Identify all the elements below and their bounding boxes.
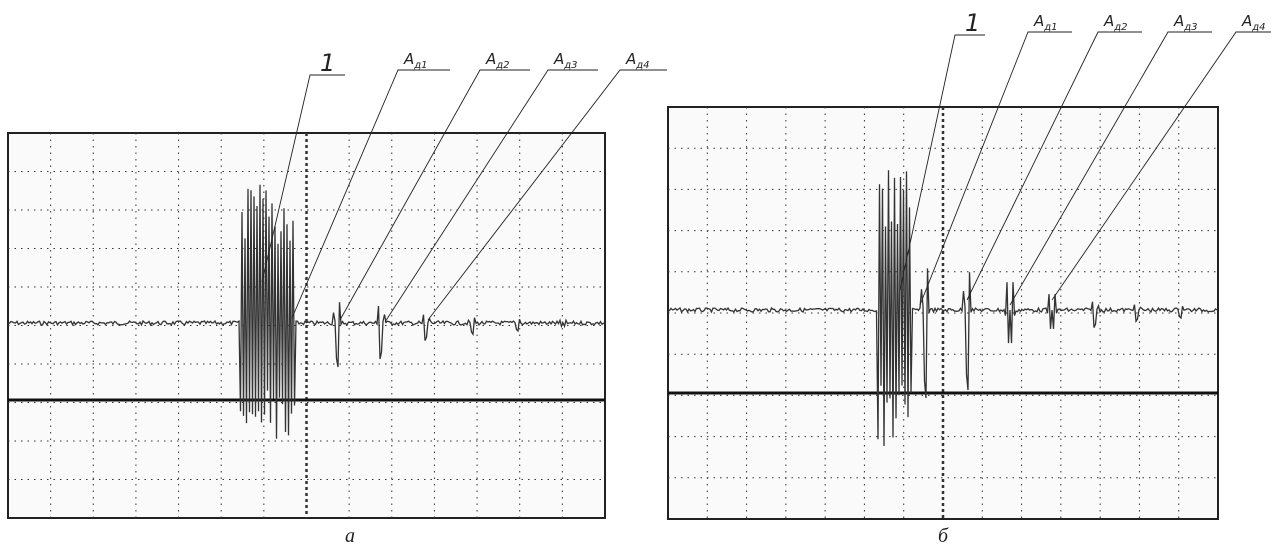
- label-main: A: [625, 50, 636, 68]
- label-sub: д4: [635, 60, 649, 71]
- callout-label: Aд1: [1033, 12, 1058, 33]
- label-main: A: [1173, 12, 1184, 30]
- label-sub: д1: [1043, 22, 1057, 33]
- label-sub: д1: [413, 60, 427, 71]
- callout-label: Aд4: [1241, 12, 1266, 33]
- label-main: A: [553, 50, 564, 68]
- label-main: A: [1103, 12, 1114, 30]
- label-sub: д3: [563, 60, 577, 71]
- figure: 1Aд1Aд2Aд3Aд4а1Aд1Aд2Aд3Aд4б: [0, 0, 1272, 551]
- label-sub: д2: [1113, 22, 1127, 33]
- callout-label: Aд3: [553, 50, 578, 71]
- label-main: A: [485, 50, 496, 68]
- panel-caption: б: [938, 525, 949, 547]
- callout-label: Aд2: [485, 50, 510, 71]
- callout-label: 1: [320, 49, 335, 77]
- callout-label: Aд4: [625, 50, 650, 71]
- callout-label: Aд2: [1103, 12, 1128, 33]
- label-sub: д3: [1183, 22, 1197, 33]
- label-main: A: [1241, 12, 1252, 30]
- label-main: A: [1033, 12, 1044, 30]
- label-main: A: [403, 50, 414, 68]
- label-sub: д4: [1251, 22, 1265, 33]
- panel-caption: а: [345, 525, 355, 547]
- callout-label: 1: [965, 9, 980, 37]
- callout-label: Aд3: [1173, 12, 1198, 33]
- label-sub: д2: [495, 60, 509, 71]
- callout-label: Aд1: [403, 50, 428, 71]
